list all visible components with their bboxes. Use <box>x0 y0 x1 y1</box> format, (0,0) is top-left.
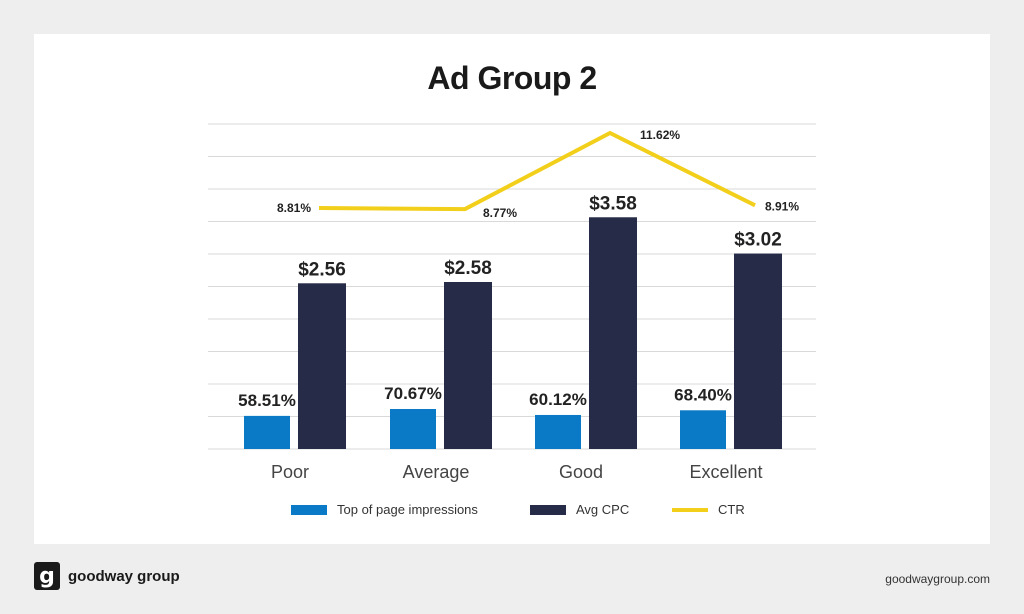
label-ctr: 8.77% <box>483 206 517 220</box>
ctr-line-group <box>318 130 756 212</box>
bar-impressions <box>535 414 581 449</box>
label-ctr: 8.91% <box>765 199 799 213</box>
brand-name: goodway group <box>68 567 180 585</box>
legend-label-impressions: Top of page impressions <box>337 502 478 517</box>
chart-title: Ad Group 2 <box>427 60 597 96</box>
ctr-line <box>318 130 756 212</box>
category-label: Average <box>403 462 470 482</box>
category-label: Excellent <box>689 462 762 482</box>
legend: Top of page impressions Avg CPC CTR <box>0 502 1024 522</box>
logo-mark-icon: g <box>34 562 60 590</box>
legend-label-avg-cpc: Avg CPC <box>576 502 630 517</box>
label-avg-cpc: $2.56 <box>298 259 346 280</box>
footer-url: goodwaygroup.com <box>885 572 990 586</box>
label-ctr: 8.81% <box>277 201 311 215</box>
bar-impressions <box>680 410 726 449</box>
legend-item-avg-cpc: Avg CPC <box>530 502 629 517</box>
label-ctr: 11.62% <box>640 128 680 142</box>
label-impressions: 68.40% <box>674 385 732 404</box>
bar-impressions <box>244 415 290 449</box>
label-avg-cpc: $2.58 <box>444 258 492 279</box>
label-impressions: 70.67% <box>384 384 442 403</box>
bar-impressions <box>390 409 436 449</box>
legend-label-ctr: CTR <box>718 502 745 517</box>
bar-avg-cpc <box>444 282 492 449</box>
category-labels: Poor Average Good Excellent <box>271 462 763 482</box>
category-label: Poor <box>271 462 309 482</box>
legend-swatch-avg-cpc <box>530 504 566 515</box>
legend-swatch-impressions <box>291 504 327 515</box>
category-label: Good <box>559 462 603 482</box>
brand-logo: g goodway group <box>34 562 180 590</box>
bar-avg-cpc <box>298 283 346 449</box>
label-avg-cpc: $3.02 <box>734 230 782 251</box>
label-impressions: 58.51% <box>238 391 296 410</box>
data-labels: 58.51% $2.56 70.67% $2.58 60.12% $3.58 68.40% $… <box>238 128 799 410</box>
bar-avg-cpc <box>589 217 637 449</box>
label-impressions: 60.12% <box>529 390 587 409</box>
label-avg-cpc: $3.58 <box>589 193 637 214</box>
bar-avg-cpc <box>734 253 782 449</box>
legend-swatch-ctr <box>672 507 708 512</box>
legend-item-ctr: CTR <box>672 502 745 517</box>
bars <box>244 217 782 449</box>
legend-item-impressions: Top of page impressions <box>291 502 478 517</box>
chart-card <box>34 34 990 544</box>
